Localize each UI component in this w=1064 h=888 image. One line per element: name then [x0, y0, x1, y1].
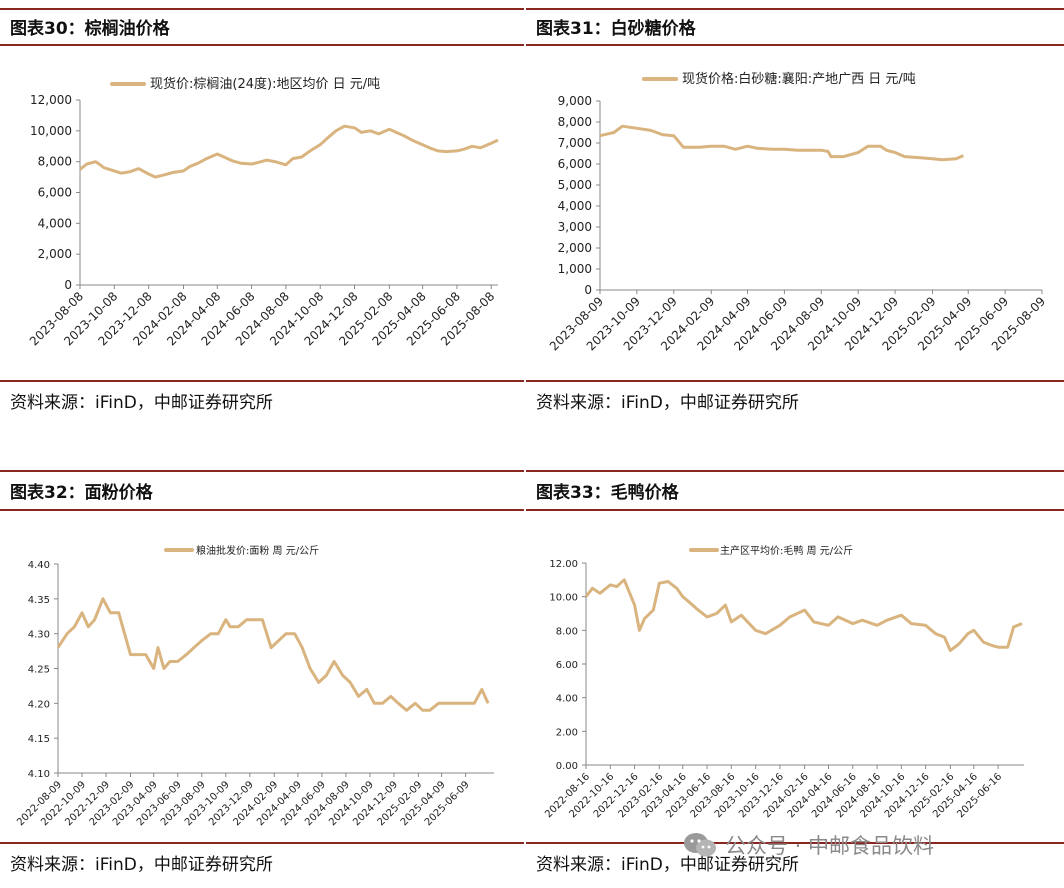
panel-white-sugar: 图表31：白砂糖价格 0 1,000 2,000 3,000 4,000 5,000 6,0… [526, 0, 1064, 430]
legend-label: 现货价格:白砂糖:襄阳:产地广西 日 元/吨 [682, 71, 916, 87]
y-tick-label: 6,000 [558, 157, 592, 171]
watermark: 公众号 · 中邮食品饮料 [683, 830, 934, 860]
y-tick-label: 10.00 [549, 593, 578, 604]
series-line [56, 597, 490, 712]
y-tick-label: 2,000 [38, 247, 72, 261]
y-tick-label: 4.00 [556, 694, 578, 705]
title-rule [0, 470, 524, 472]
y-tick-label: 0 [64, 278, 72, 292]
source-rule [0, 380, 524, 382]
source-note: 资料来源：iFinD，中邮证券研究所 [536, 855, 799, 875]
y-tick-label: 6.00 [556, 660, 578, 671]
y-tick-label: 10,000 [30, 124, 72, 138]
chart-title: 图表32：面粉价格 [10, 483, 153, 503]
series-line [79, 124, 499, 179]
legend-label: 粮油批发价:面粉 周 元/公斤 [196, 544, 319, 557]
source-rule [526, 842, 1064, 844]
title-underline [0, 509, 524, 511]
palm-oil-line-chart: 02,0004,0006,0008,00010,00012,0002023-08… [27, 76, 499, 348]
panel-palm-oil: 图表30：棕榈油价格 0 2,000 4,000 6,000 8,000 10,000 12… [0, 0, 524, 430]
series-line [584, 578, 1023, 652]
y-tick-label: 4.40 [28, 560, 50, 571]
y-tick-label: 0 [584, 283, 592, 297]
source-rule [0, 842, 524, 844]
chart-title: 图表31：白砂糖价格 [536, 19, 696, 39]
wechat-icon [683, 832, 717, 858]
title-rule [526, 8, 1064, 10]
title-underline [0, 44, 524, 46]
y-tick-label: 7,000 [558, 136, 592, 150]
source-rule [526, 380, 1064, 382]
y-tick-label: 6,000 [38, 186, 72, 200]
y-tick-label: 4.35 [28, 595, 50, 606]
chart-title: 图表33：毛鸭价格 [536, 483, 679, 503]
y-tick-label: 4.10 [28, 769, 50, 780]
y-tick-label: 4,000 [558, 199, 592, 213]
chart-title: 图表30：棕榈油价格 [10, 19, 170, 39]
y-tick-label: 1,000 [558, 262, 592, 276]
title-underline [526, 44, 1064, 46]
legend-label: 主产区平均价:毛鸭 周 元/公斤 [720, 544, 853, 557]
watermark-text: 公众号 · 中邮食品饮料 [725, 834, 935, 858]
y-tick-label: 5,000 [558, 178, 592, 192]
title-rule [526, 470, 1064, 472]
y-tick-label: 3,000 [558, 220, 592, 234]
title-rule [0, 8, 524, 10]
y-tick-label: 4.20 [28, 699, 50, 710]
white-sugar-line-chart: 0 1,000 2,000 3,000 4,000 5,000 6,000 7,000 8,00… [547, 71, 1048, 353]
series-line [599, 124, 965, 162]
panel-duck: 图表33：毛鸭价格 0.00 2.00 4.00 6.00 8.00 10.00 12.00… [526, 462, 1064, 888]
y-tick-label: 8,000 [558, 115, 592, 129]
source-note: 资料来源：iFinD，中邮证券研究所 [10, 855, 273, 875]
flour-line-chart: 4.104.154.204.254.304.354.402022-08-0920… [15, 544, 494, 828]
y-tick-label: 2.00 [556, 727, 578, 738]
y-tick-label: 12,000 [30, 93, 72, 107]
panel-flour: 图表32：面粉价格 4.10 4.15 4.20 4.25 4.30 4.35 4.40 20… [0, 462, 524, 888]
y-tick-label: 0.00 [556, 761, 578, 772]
legend-label: 现货价:棕榈油(24度):地区均价 日 元/吨 [150, 76, 380, 92]
y-tick-label: 4.15 [28, 734, 50, 745]
source-note: 资料来源：iFinD，中邮证券研究所 [536, 393, 799, 413]
source-note: 资料来源：iFinD，中邮证券研究所 [10, 393, 273, 413]
y-tick-label: 4,000 [38, 216, 72, 230]
y-tick-label: 4.30 [28, 630, 50, 641]
y-tick-label: 9,000 [558, 94, 592, 108]
title-underline [526, 509, 1064, 511]
y-tick-label: 8.00 [556, 626, 578, 637]
y-tick-label: 12.00 [549, 559, 578, 570]
duck-line-chart: 0.002.004.006.008.0010.0012.002022-08-16… [543, 544, 1024, 820]
y-tick-label: 8,000 [38, 155, 72, 169]
y-tick-label: 4.25 [28, 665, 50, 676]
y-tick-label: 2,000 [558, 241, 592, 255]
